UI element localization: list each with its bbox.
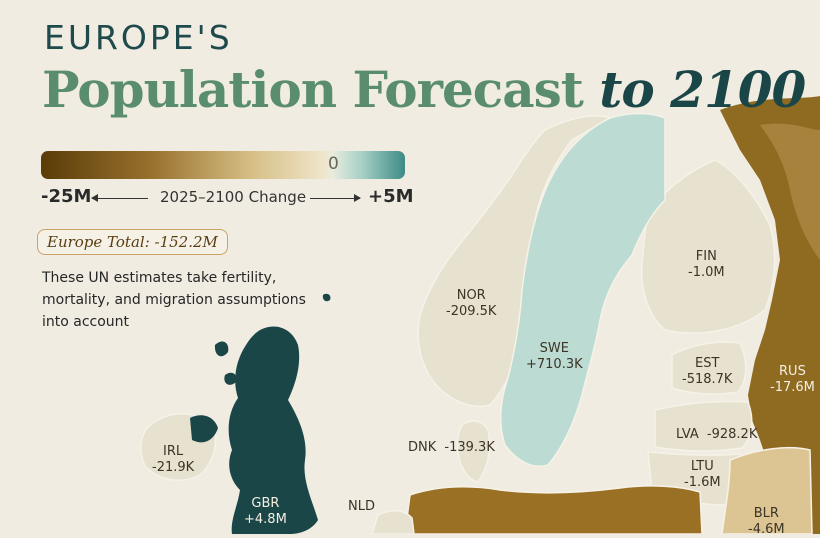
- title-main: Population Forecast: [42, 60, 584, 119]
- country-code: NLD: [348, 499, 375, 514]
- country-label-ltu: LTU -1.6M: [684, 459, 721, 491]
- region-gbr-islands: [214, 293, 331, 385]
- legend-zero-label: 0: [328, 154, 339, 174]
- country-value: -928.2K: [706, 427, 758, 442]
- methodology-note: These UN estimates take fertility, morta…: [42, 270, 306, 330]
- title-accent: to 2100: [599, 60, 806, 119]
- country-label-swe: SWE +710.3K: [526, 341, 583, 373]
- country-value: +4.8M: [244, 512, 287, 527]
- region-swe[interactable]: [499, 112, 666, 467]
- country-code: LVA: [676, 427, 699, 442]
- country-value: -21.9K: [152, 460, 195, 475]
- country-label-nor: NOR -209.5K: [446, 288, 496, 320]
- europe-total-badge: Europe Total: -152.2M: [37, 229, 228, 255]
- country-label-est: EST -518.7K: [682, 356, 732, 388]
- region-nor[interactable]: [417, 115, 612, 407]
- country-code: EST: [695, 356, 720, 371]
- region-central-europe: [404, 485, 703, 534]
- region-gbr[interactable]: [228, 326, 318, 534]
- country-label-gbr: GBR +4.8M: [244, 496, 287, 528]
- country-code: FIN: [695, 249, 717, 264]
- region-lva[interactable]: [654, 400, 753, 452]
- legend-caption: 2025–2100 Change: [160, 188, 307, 206]
- title-kicker: EUROPE'S: [44, 18, 233, 57]
- region-northern-ireland: [190, 415, 218, 443]
- country-code: GBR: [251, 496, 280, 511]
- legend-min-label: -25M: [41, 186, 92, 207]
- country-code: NOR: [456, 288, 486, 303]
- region-est[interactable]: [671, 341, 747, 395]
- country-label-irl: IRL -21.9K: [152, 444, 194, 476]
- region-fin[interactable]: [640, 159, 776, 334]
- country-code: BLR: [753, 506, 779, 521]
- region-nld[interactable]: [371, 510, 415, 534]
- country-value: -139.3K: [444, 440, 495, 455]
- page-title: Population Forecast to 2100: [42, 60, 806, 119]
- region-rus-light: [760, 123, 820, 260]
- country-code: IRL: [163, 444, 184, 459]
- country-code: LTU: [690, 459, 714, 474]
- country-value: -17.6M: [770, 380, 815, 395]
- country-label-blr: BLR -4.6M: [748, 506, 785, 538]
- country-value: -1.6M: [684, 475, 721, 490]
- country-code: RUS: [779, 364, 806, 379]
- country-value: -4.6M: [748, 522, 785, 537]
- country-label-nld: NLD: [348, 499, 375, 515]
- country-label-fin: FIN -1.0M: [688, 249, 725, 281]
- legend-max-label: +5M: [368, 186, 414, 207]
- country-value: -518.7K: [682, 372, 733, 387]
- country-label-dnk: DNK -139.3K: [408, 440, 495, 456]
- region-dnk[interactable]: [456, 420, 491, 483]
- legend-arrow-left: [91, 194, 148, 202]
- country-label-lva: LVA -928.2K: [676, 427, 757, 443]
- country-label-rus: RUS -17.6M: [770, 364, 815, 396]
- country-code: SWE: [539, 341, 569, 356]
- legend-arrow-right: [310, 194, 361, 202]
- country-code: DNK: [408, 440, 437, 455]
- country-value: -1.0M: [688, 265, 725, 280]
- legend-color-scale: [41, 151, 405, 179]
- country-value: +710.3K: [526, 357, 583, 372]
- region-blr[interactable]: [721, 446, 813, 534]
- country-value: -209.5K: [446, 304, 497, 319]
